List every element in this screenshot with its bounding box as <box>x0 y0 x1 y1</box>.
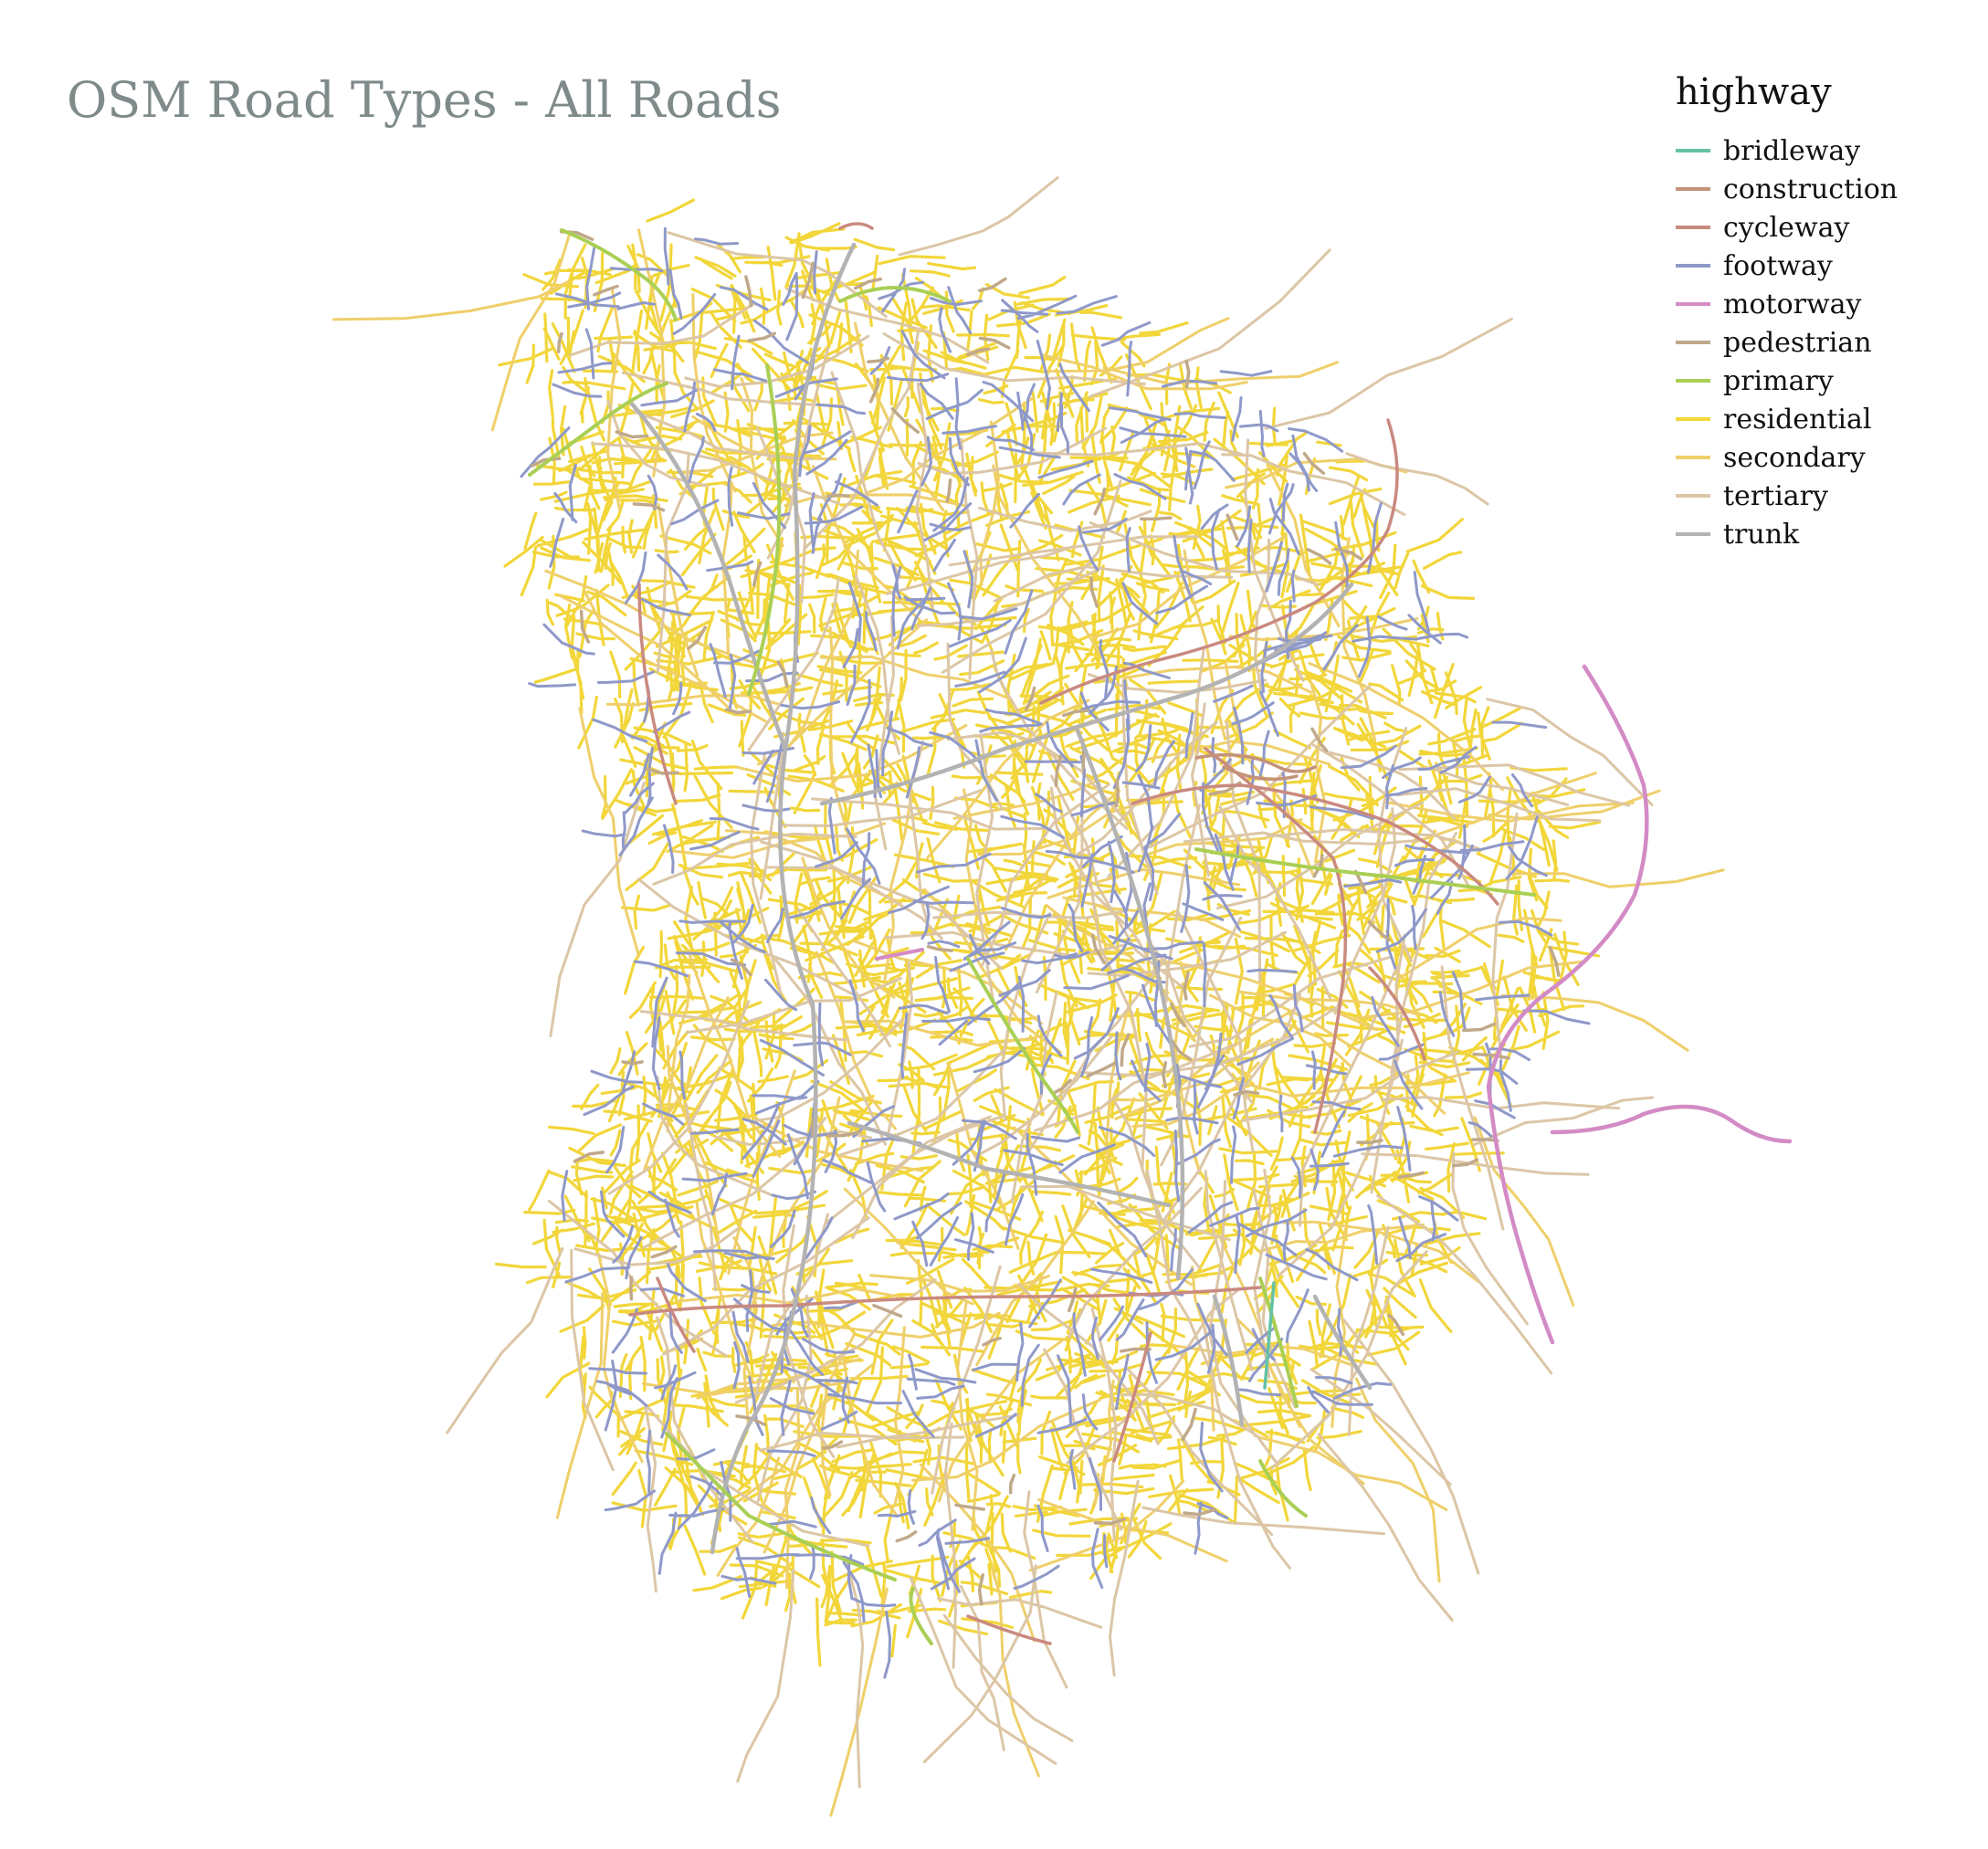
legend-label-construction: construction <box>1723 173 1899 205</box>
legend-item-footway: footway <box>1676 247 1968 285</box>
road-footway-network <box>520 226 1591 1679</box>
road-tertiary-network <box>446 176 1654 1789</box>
construction-road-1 <box>1222 765 1299 782</box>
legend-label-bridleway: bridleway <box>1723 134 1861 167</box>
legend-swatch-pedestrian <box>1676 341 1710 344</box>
cycleway-0 <box>1039 418 1399 705</box>
legend-item-tertiary: tertiary <box>1676 477 1968 515</box>
cycleway-4 <box>1131 783 1499 906</box>
primary-road-4 <box>838 286 952 303</box>
cycleway-8 <box>656 1276 696 1353</box>
legend-swatch-footway <box>1676 264 1710 268</box>
motorway-short <box>875 948 924 961</box>
legend-swatch-bridleway <box>1676 149 1710 152</box>
legend-swatch-primary <box>1676 379 1710 383</box>
legend-item-construction: construction <box>1676 170 1968 208</box>
motorway-branch <box>1550 1104 1793 1144</box>
trunk-road-6 <box>847 1120 1172 1208</box>
legend-label-trunk: trunk <box>1723 518 1800 551</box>
legend-items: bridleway construction cycleway footway moto… <box>1676 131 1968 553</box>
primary-road-5 <box>1258 1276 1299 1408</box>
cycleway-3 <box>1204 747 1348 1134</box>
road-layer-footway <box>520 226 1591 1679</box>
road-layer-motorway <box>875 664 1793 1345</box>
legend-swatch-residential <box>1676 417 1710 421</box>
legend-label-pedestrian: pedestrian <box>1723 326 1872 359</box>
map-title: OSM Road Types - All Roads <box>67 71 782 129</box>
legend-swatch-secondary <box>1676 456 1710 459</box>
legend-label-motorway: motorway <box>1723 288 1862 320</box>
trunk-road-5 <box>1312 1294 1373 1391</box>
road-layer-bridleway <box>1263 1281 1276 1390</box>
primary-road-0 <box>560 228 678 321</box>
road-layer-construction <box>1194 752 1317 782</box>
primary-road-2 <box>747 363 782 696</box>
legend-item-trunk: trunk <box>1676 515 1968 553</box>
road-layer-primary <box>528 228 1536 1645</box>
legend: highway bridleway construction cycleway foo… <box>1676 71 1968 553</box>
road-layer-cycleway <box>628 222 1499 1645</box>
legend-swatch-construction <box>1676 187 1710 191</box>
road-layer-trunk <box>627 242 1373 1555</box>
bridleway-0 <box>1263 1281 1276 1390</box>
legend-label-residential: residential <box>1723 403 1872 436</box>
trunk-road-2 <box>1075 728 1185 1281</box>
primary-road-9 <box>665 1432 897 1581</box>
legend-label-footway: footway <box>1723 249 1833 282</box>
cycleway-2 <box>628 1286 1262 1317</box>
trunk-road-1 <box>819 582 1354 806</box>
trunk-road-3 <box>627 399 788 751</box>
cycleway-5 <box>1368 966 1426 1061</box>
primary-road-8 <box>966 957 1079 1134</box>
legend-item-bridleway: bridleway <box>1676 131 1968 170</box>
legend-swatch-tertiary <box>1676 494 1710 498</box>
motorway-main <box>1486 664 1649 1345</box>
road-layer-tertiary <box>446 176 1654 1789</box>
legend-label-secondary: secondary <box>1723 441 1866 474</box>
road-pedestrian-network <box>530 229 1561 1606</box>
legend-label-tertiary: tertiary <box>1723 479 1828 512</box>
legend-swatch-motorway <box>1676 302 1710 306</box>
trunk-road-4 <box>1212 1294 1245 1427</box>
cycleway-9 <box>966 1614 1052 1645</box>
cycleway-7 <box>838 222 874 230</box>
cycleway-1 <box>637 583 678 805</box>
legend-title: highway <box>1676 71 1832 113</box>
primary-road-7 <box>909 1587 933 1645</box>
trunk-road-0 <box>710 242 857 1555</box>
road-layer-pedestrian <box>530 229 1561 1606</box>
legend-item-motorway: motorway <box>1676 285 1968 323</box>
legend-swatch-trunk <box>1676 532 1710 536</box>
legend-item-residential: residential <box>1676 400 1968 438</box>
primary-road-1 <box>528 382 668 477</box>
primary-road-3 <box>1194 847 1536 897</box>
construction-road-0 <box>1194 752 1317 773</box>
legend-label-cycleway: cycleway <box>1723 211 1850 244</box>
legend-item-pedestrian: pedestrian <box>1676 323 1968 362</box>
legend-label-primary: primary <box>1723 364 1834 397</box>
cycleway-6 <box>1112 1331 1152 1463</box>
legend-item-primary: primary <box>1676 362 1968 400</box>
legend-item-cycleway: cycleway <box>1676 208 1968 247</box>
legend-item-secondary: secondary <box>1676 438 1968 477</box>
legend-swatch-cycleway <box>1676 226 1710 229</box>
primary-road-6 <box>1258 1459 1308 1518</box>
